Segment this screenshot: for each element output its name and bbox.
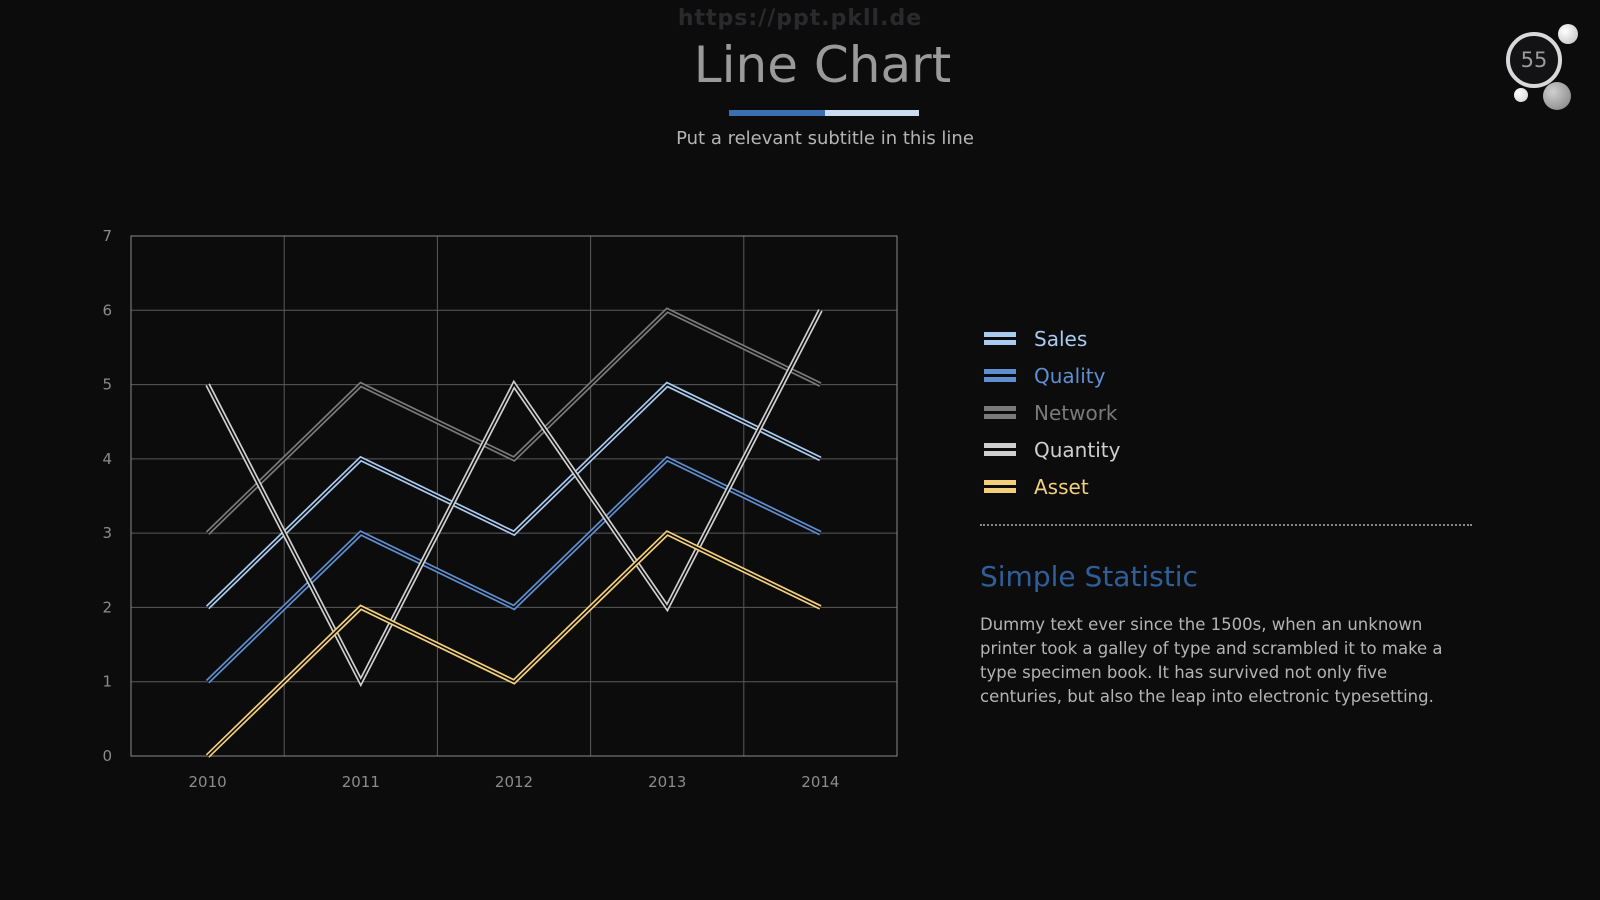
legend-label: Quantity bbox=[1034, 437, 1121, 462]
page-title: Line Chart bbox=[693, 36, 952, 94]
legend-label: Quality bbox=[1034, 363, 1106, 388]
statistic-heading: Simple Statistic bbox=[980, 560, 1198, 593]
legend-label: Network bbox=[1034, 400, 1118, 425]
series-line-sales-core bbox=[207, 383, 821, 609]
legend-label: Sales bbox=[1034, 326, 1088, 351]
legend-item-sales: Sales bbox=[984, 320, 1120, 357]
series-line-asset-core bbox=[207, 532, 821, 757]
decor-bubble bbox=[1514, 88, 1528, 102]
y-tick-label: 7 bbox=[102, 227, 112, 245]
y-tick-label: 1 bbox=[102, 673, 112, 691]
watermark: https://ppt.pkll.de bbox=[677, 6, 923, 31]
y-tick-label: 4 bbox=[102, 450, 112, 468]
x-tick-label: 2014 bbox=[801, 773, 839, 791]
x-tick-label: 2011 bbox=[342, 773, 380, 791]
legend-swatch bbox=[984, 479, 1016, 494]
chart-legend: Sales Quality Network Quantity Asset bbox=[984, 320, 1120, 505]
page-subtitle: Put a relevant subtitle in this line bbox=[676, 128, 974, 149]
legend-swatch bbox=[984, 368, 1016, 383]
y-tick-label: 3 bbox=[102, 524, 112, 542]
legend-swatch bbox=[984, 331, 1016, 346]
x-tick-label: 2012 bbox=[495, 773, 533, 791]
y-tick-label: 0 bbox=[102, 747, 112, 765]
page-number-badge: 55 bbox=[1500, 18, 1590, 118]
x-tick-label: 2010 bbox=[189, 773, 227, 791]
series-line-quantity bbox=[205, 309, 823, 688]
decor-bubble bbox=[1558, 24, 1578, 44]
y-tick-label: 2 bbox=[102, 598, 112, 616]
legend-item-quantity: Quantity bbox=[984, 431, 1120, 468]
title-accent-bar-light bbox=[825, 110, 919, 116]
dotted-divider bbox=[980, 524, 1472, 526]
decor-bubble bbox=[1543, 82, 1571, 110]
legend-item-quality: Quality bbox=[984, 357, 1120, 394]
legend-item-asset: Asset bbox=[984, 468, 1120, 505]
legend-swatch bbox=[984, 405, 1016, 420]
title-accent-bar-dark bbox=[729, 110, 825, 116]
page-number: 55 bbox=[1506, 32, 1562, 88]
series-line-sales bbox=[205, 381, 822, 610]
legend-swatch bbox=[984, 442, 1016, 457]
y-tick-label: 5 bbox=[102, 376, 112, 394]
y-tick-label: 6 bbox=[102, 301, 112, 319]
legend-item-network: Network bbox=[984, 394, 1120, 431]
series-line-network-core bbox=[207, 309, 821, 534]
series-line-network bbox=[205, 307, 822, 535]
x-tick-label: 2013 bbox=[648, 773, 686, 791]
statistic-body: Dummy text ever since the 1500s, when an… bbox=[980, 615, 1443, 706]
line-chart: 0 1 2 3 4 5 6 7 2010 2011 2012 2013 2014 bbox=[102, 227, 898, 791]
legend-label: Asset bbox=[1034, 474, 1089, 499]
series-line-quantity-core bbox=[206, 309, 822, 684]
plot-frame bbox=[130, 235, 898, 757]
